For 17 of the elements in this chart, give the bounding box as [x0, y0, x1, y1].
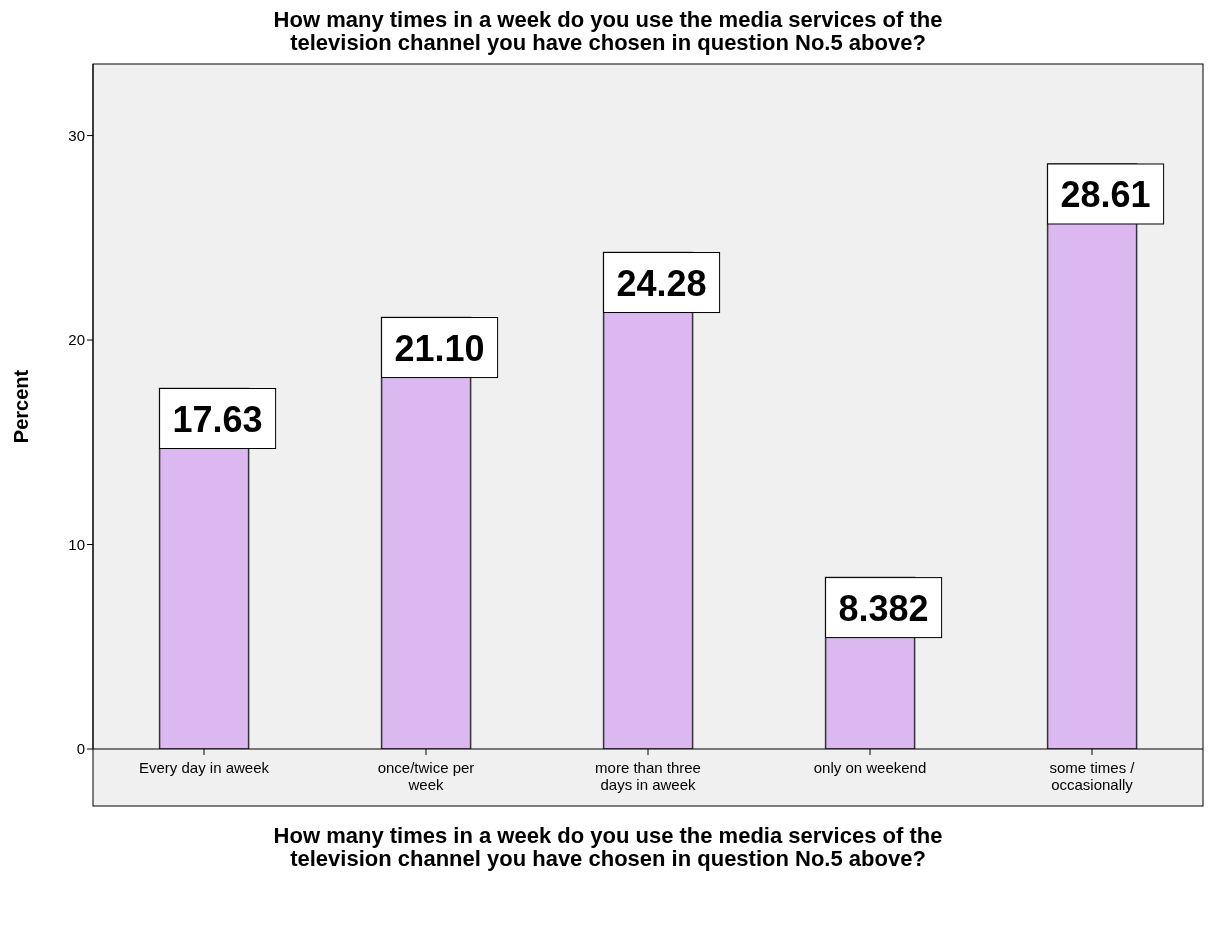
y-tick-label: 20 — [68, 331, 85, 349]
x-tick-label: some times / occasionally — [1049, 759, 1136, 793]
y-tick-label: 30 — [68, 126, 85, 144]
x-tick-label: Every day in aweek — [138, 759, 270, 776]
data-label: 21.10 — [394, 327, 485, 369]
chart-title: How many times in a week do you use the media services of the television channel you have chosen in question No.5 above? — [272, 7, 944, 55]
y-tick-label: 0 — [76, 740, 85, 758]
data-label: 28.61 — [1060, 173, 1151, 215]
y-tick-label: 10 — [68, 535, 85, 553]
x-axis-title: How many times in a week do you use the media services of the television channel you have chosen in question No.5 above? — [272, 823, 944, 871]
x-tick-label: only on weekend — [813, 759, 927, 776]
data-label: 8.382 — [838, 587, 929, 629]
data-label: 17.63 — [172, 398, 263, 440]
x-tick-label: more than three days in aweek — [595, 759, 701, 793]
y-axis-title: Percent — [10, 369, 33, 444]
x-tick-label: once/twice per week — [377, 759, 475, 793]
data-label: 24.28 — [616, 262, 707, 304]
